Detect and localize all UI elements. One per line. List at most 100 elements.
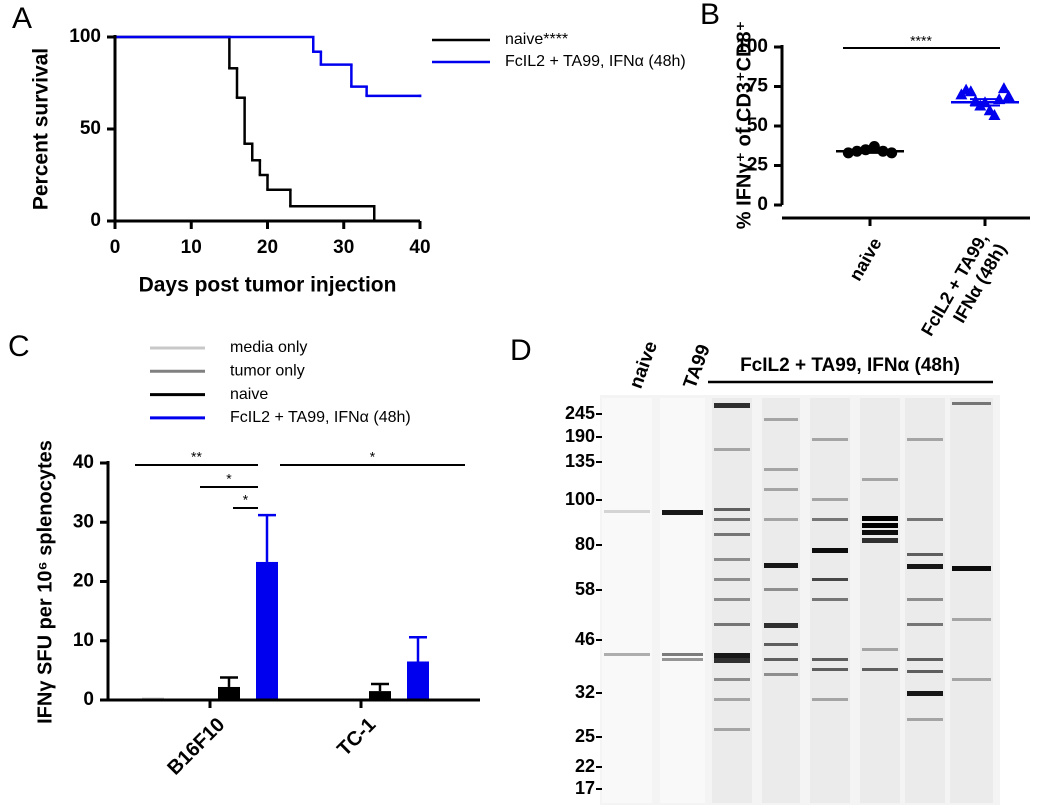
- lane: [950, 398, 993, 803]
- band: [812, 498, 848, 501]
- y-tick-label: 0: [757, 194, 768, 215]
- band: [812, 598, 848, 601]
- band: [862, 523, 898, 528]
- point: [964, 85, 977, 97]
- band: [714, 508, 750, 511]
- band: [662, 653, 703, 656]
- lane-label: naive: [626, 339, 662, 392]
- band: [662, 510, 703, 515]
- x-tick-label: 40: [409, 237, 430, 258]
- bar: [218, 686, 240, 700]
- band: [714, 578, 750, 581]
- band: [862, 516, 898, 521]
- band: [952, 678, 991, 681]
- band: [714, 678, 750, 681]
- marker-label: 22: [575, 756, 595, 776]
- band: [764, 563, 798, 568]
- band: [812, 698, 848, 701]
- band: [714, 403, 750, 408]
- panel-label: A: [12, 2, 32, 35]
- bar: [407, 661, 429, 700]
- y-axis-title: Percent survival: [30, 48, 53, 210]
- y-tick-label: 0: [83, 689, 94, 710]
- band: [604, 653, 650, 656]
- band: [952, 618, 991, 621]
- band: [812, 668, 848, 671]
- group-label: FcIL2 + TA99, IFNα (48h): [740, 355, 960, 376]
- band: [714, 558, 750, 561]
- y-tick-label: 25: [747, 155, 769, 176]
- band: [764, 588, 798, 591]
- band: [714, 623, 750, 626]
- marker-label: 17: [575, 778, 595, 798]
- panel-label: B: [700, 0, 720, 31]
- marker-label: 80: [575, 534, 595, 554]
- legend-label: naive: [230, 386, 268, 403]
- bar: [256, 561, 278, 700]
- y-tick-label: 50: [80, 118, 101, 139]
- band: [714, 728, 750, 731]
- band: [764, 488, 798, 491]
- y-tick-label: 20: [73, 571, 94, 592]
- marker-label: 32: [575, 682, 595, 702]
- band: [812, 658, 848, 661]
- lane: [762, 398, 800, 803]
- marker-label: 58: [575, 579, 595, 599]
- legend-label: tumor only: [230, 363, 305, 380]
- marker-label: 135: [565, 451, 595, 471]
- lane-label: TA99: [680, 342, 715, 392]
- marker-label: 245: [565, 403, 595, 423]
- x-tick-label: 0: [110, 237, 121, 258]
- panel-label: D: [510, 334, 532, 367]
- significance-label: **: [191, 449, 202, 465]
- band: [764, 518, 798, 521]
- band: [907, 691, 943, 696]
- marker-label: 46: [575, 629, 595, 649]
- band: [764, 468, 798, 471]
- panel-label: C: [8, 330, 30, 363]
- band: [812, 518, 848, 521]
- band: [764, 418, 798, 421]
- y-axis-title: % IFNγ⁺ of CD3⁺CD8⁺: [733, 21, 755, 229]
- significance-label: ****: [910, 33, 932, 49]
- band: [952, 402, 991, 405]
- band: [907, 564, 943, 569]
- lane: [712, 398, 752, 803]
- band: [862, 478, 898, 481]
- y-tick-label: 100: [69, 26, 101, 47]
- band: [907, 670, 943, 673]
- band: [764, 658, 798, 661]
- legend-label: naive: [505, 31, 543, 48]
- significance-label: *: [243, 492, 249, 508]
- band: [662, 658, 703, 661]
- bar: [369, 691, 391, 700]
- band: [862, 538, 898, 543]
- band: [714, 533, 750, 536]
- lane: [660, 398, 705, 803]
- y-tick-label: 75: [747, 76, 769, 97]
- x-tick-label: B16F10: [163, 714, 229, 780]
- band: [714, 448, 750, 451]
- point: [886, 147, 898, 159]
- y-tick-label: 50: [747, 115, 768, 136]
- marker-label: 25: [575, 726, 595, 746]
- band: [812, 578, 848, 581]
- band: [812, 438, 848, 441]
- band: [952, 566, 991, 571]
- x-tick-label: TC-1: [333, 714, 380, 761]
- y-tick-label: 40: [73, 452, 94, 473]
- significance-label: *: [226, 471, 232, 487]
- x-tick-label: 30: [333, 237, 354, 258]
- y-tick-label: 10: [73, 630, 94, 651]
- lane: [860, 398, 900, 803]
- point: [997, 82, 1010, 94]
- band: [764, 643, 798, 646]
- y-tick-label: 30: [73, 511, 94, 532]
- band: [907, 623, 943, 626]
- marker-label: 190: [565, 426, 595, 446]
- band: [714, 598, 750, 601]
- legend-label: FcIL2 + TA99, IFNα (48h): [230, 409, 411, 426]
- x-tick-label: 20: [257, 237, 278, 258]
- legend-label: media only: [230, 339, 307, 356]
